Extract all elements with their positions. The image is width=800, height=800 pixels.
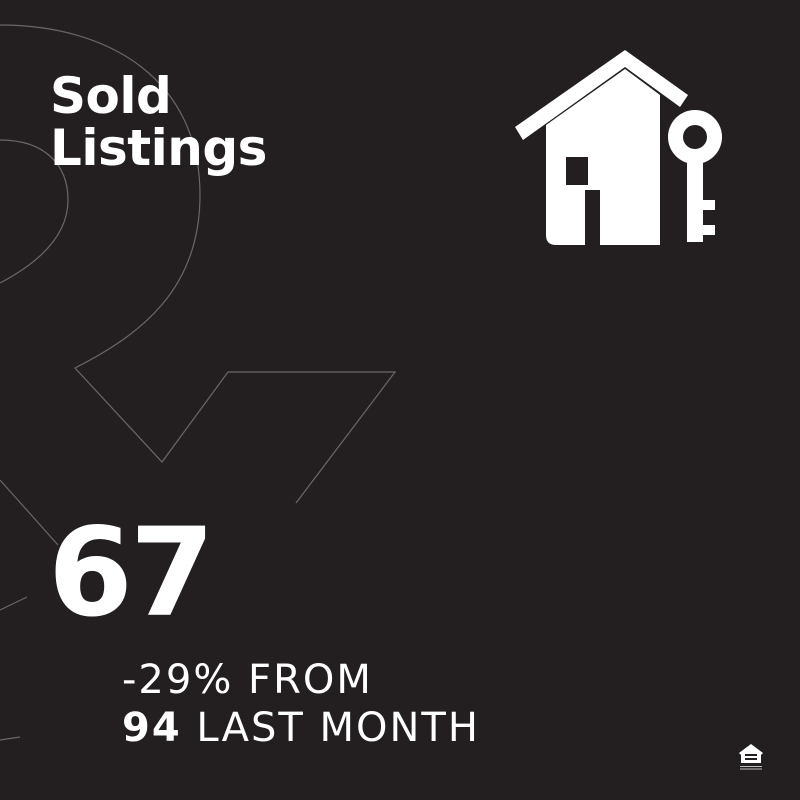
- page-title: Sold Listings: [50, 70, 267, 174]
- comparison-text: -29% FROM 94 LAST MONTH: [122, 656, 480, 752]
- title-line-1: Sold: [50, 67, 172, 125]
- equal-housing-opportunity-logo: [739, 744, 763, 770]
- previous-value: 94: [122, 705, 182, 751]
- change-line: -29% FROM: [122, 657, 373, 703]
- sold-count: 67: [48, 502, 215, 644]
- title-line-2: Listings: [50, 119, 267, 177]
- previous-label: LAST MONTH: [196, 705, 480, 751]
- house-with-key-icon: [515, 50, 722, 245]
